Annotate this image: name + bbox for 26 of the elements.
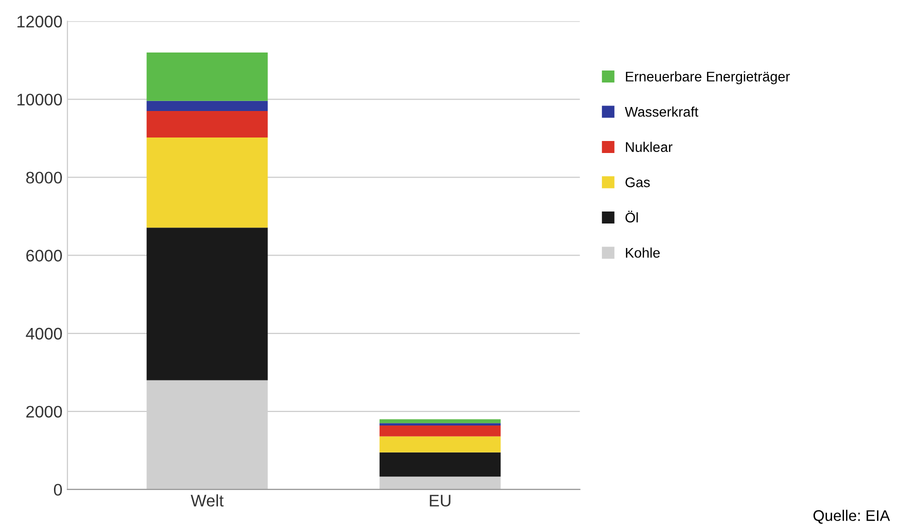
source-note: Quelle: EIA: [813, 510, 890, 524]
y-tick-label: 8000: [26, 172, 62, 184]
y-tick-label: 2000: [26, 406, 62, 418]
y-tick-label: 0: [54, 484, 62, 496]
bar: [146, 100, 268, 112]
x-tick-label: Welt: [190, 494, 224, 507]
x-tick-label: EU: [430, 494, 450, 507]
bar: [380, 436, 501, 452]
legend-label: Erneuerbare Energieträger: [626, 71, 790, 84]
y-tick-label: 10000: [17, 94, 62, 106]
bar: [380, 425, 501, 436]
bar: [146, 111, 268, 138]
bar: [146, 228, 268, 380]
bar: [380, 419, 501, 424]
bar: [380, 452, 501, 477]
y-tick-label: 4000: [26, 328, 62, 340]
legend-label: Wasserkraft: [624, 106, 698, 117]
y-tick-label: 6000: [26, 250, 62, 262]
legend-label: Kohle: [626, 248, 660, 258]
y-tick-label: 12000: [17, 16, 62, 28]
legend-label: Öl: [625, 210, 638, 222]
bar: [380, 476, 501, 490]
legend-label: Nuklear: [626, 142, 672, 152]
bar: [146, 52, 268, 101]
legend-label: Gas: [626, 177, 650, 188]
bar: [146, 138, 268, 228]
